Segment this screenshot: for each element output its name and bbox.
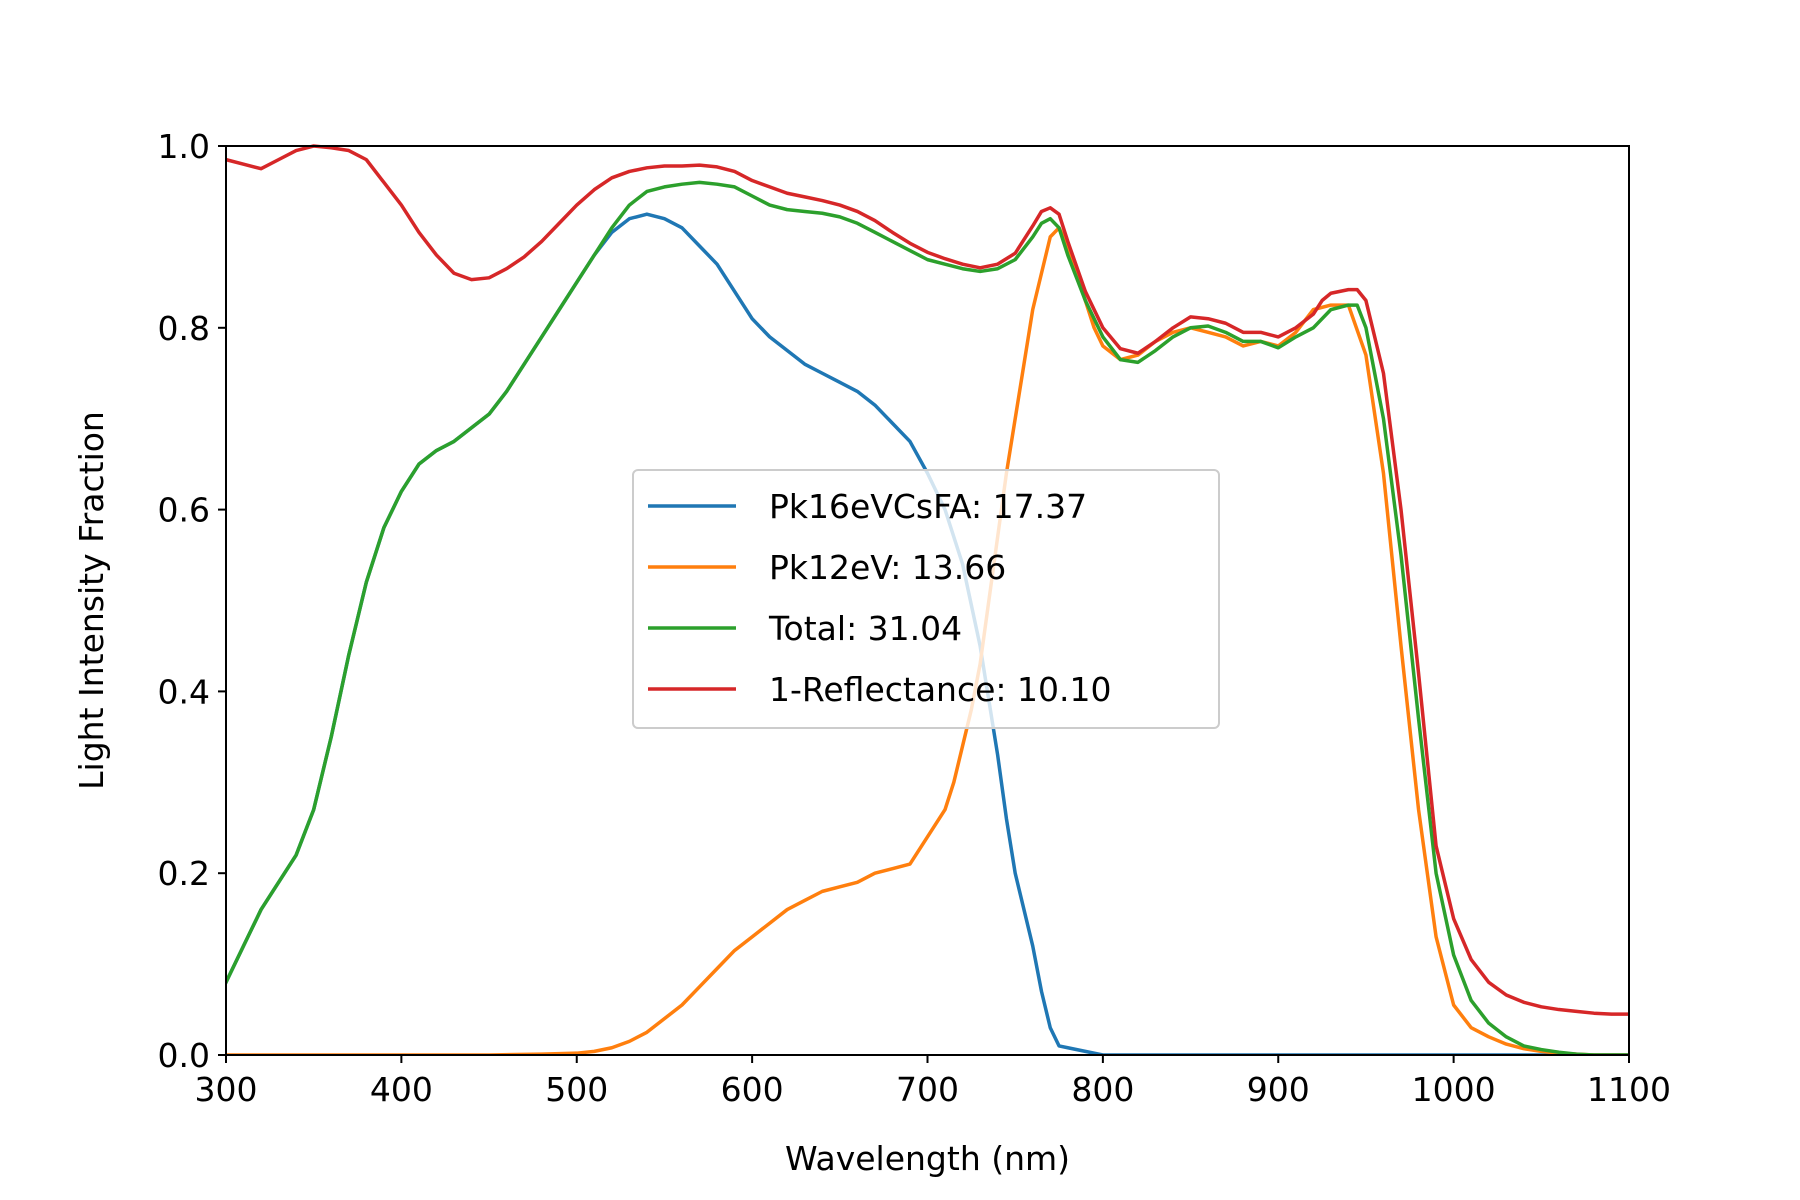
- plot-area: [226, 144, 1629, 1055]
- y-axis: 0.0 0.2 0.4 0.6 0.8 1.0: [158, 127, 226, 1075]
- x-tick-label: 700: [896, 1070, 959, 1109]
- y-tick-label: 0.8: [158, 309, 210, 348]
- x-tick-label: 800: [1071, 1070, 1134, 1109]
- y-tick-label: 0.2: [158, 854, 210, 893]
- y-tick-label: 1.0: [158, 127, 210, 166]
- legend: Pk16eVCsFA: 17.37 Pk12eV: 13.66 Total: 31.…: [632, 469, 1220, 729]
- legend-label: Pk12eV: 13.66: [769, 548, 1006, 587]
- x-tick-label: 1000: [1412, 1070, 1496, 1109]
- y-tick-label: 0.6: [158, 491, 210, 530]
- legend-box: [632, 469, 1220, 729]
- x-tick-label: 600: [721, 1070, 784, 1109]
- legend-label: 1-Reflectance: 10.10: [769, 670, 1112, 709]
- series-line-4: [226, 144, 1629, 1016]
- legend-label: Pk16eVCsFA: 17.37: [769, 487, 1087, 526]
- x-axis-label: Wavelength (nm): [785, 1139, 1070, 1178]
- legend-label: Total: 31.04: [768, 609, 962, 648]
- y-tick-label: 0.0: [158, 1036, 210, 1075]
- x-tick-label: 1100: [1587, 1070, 1671, 1109]
- y-tick-label: 0.4: [158, 672, 210, 711]
- x-tick-label: 500: [545, 1070, 608, 1109]
- y-axis-label: Light Intensity Fraction: [72, 411, 111, 790]
- x-tick-label: 400: [370, 1070, 433, 1109]
- x-tick-label: 300: [195, 1070, 258, 1109]
- x-tick-label: 900: [1247, 1070, 1310, 1109]
- series-line-3: [226, 180, 1629, 1055]
- axes-frame: [225, 145, 1630, 1056]
- x-axis: 300 400 500 600 700 800 900 1000 1100: [195, 1055, 1671, 1109]
- series-line-2: [226, 226, 1629, 1055]
